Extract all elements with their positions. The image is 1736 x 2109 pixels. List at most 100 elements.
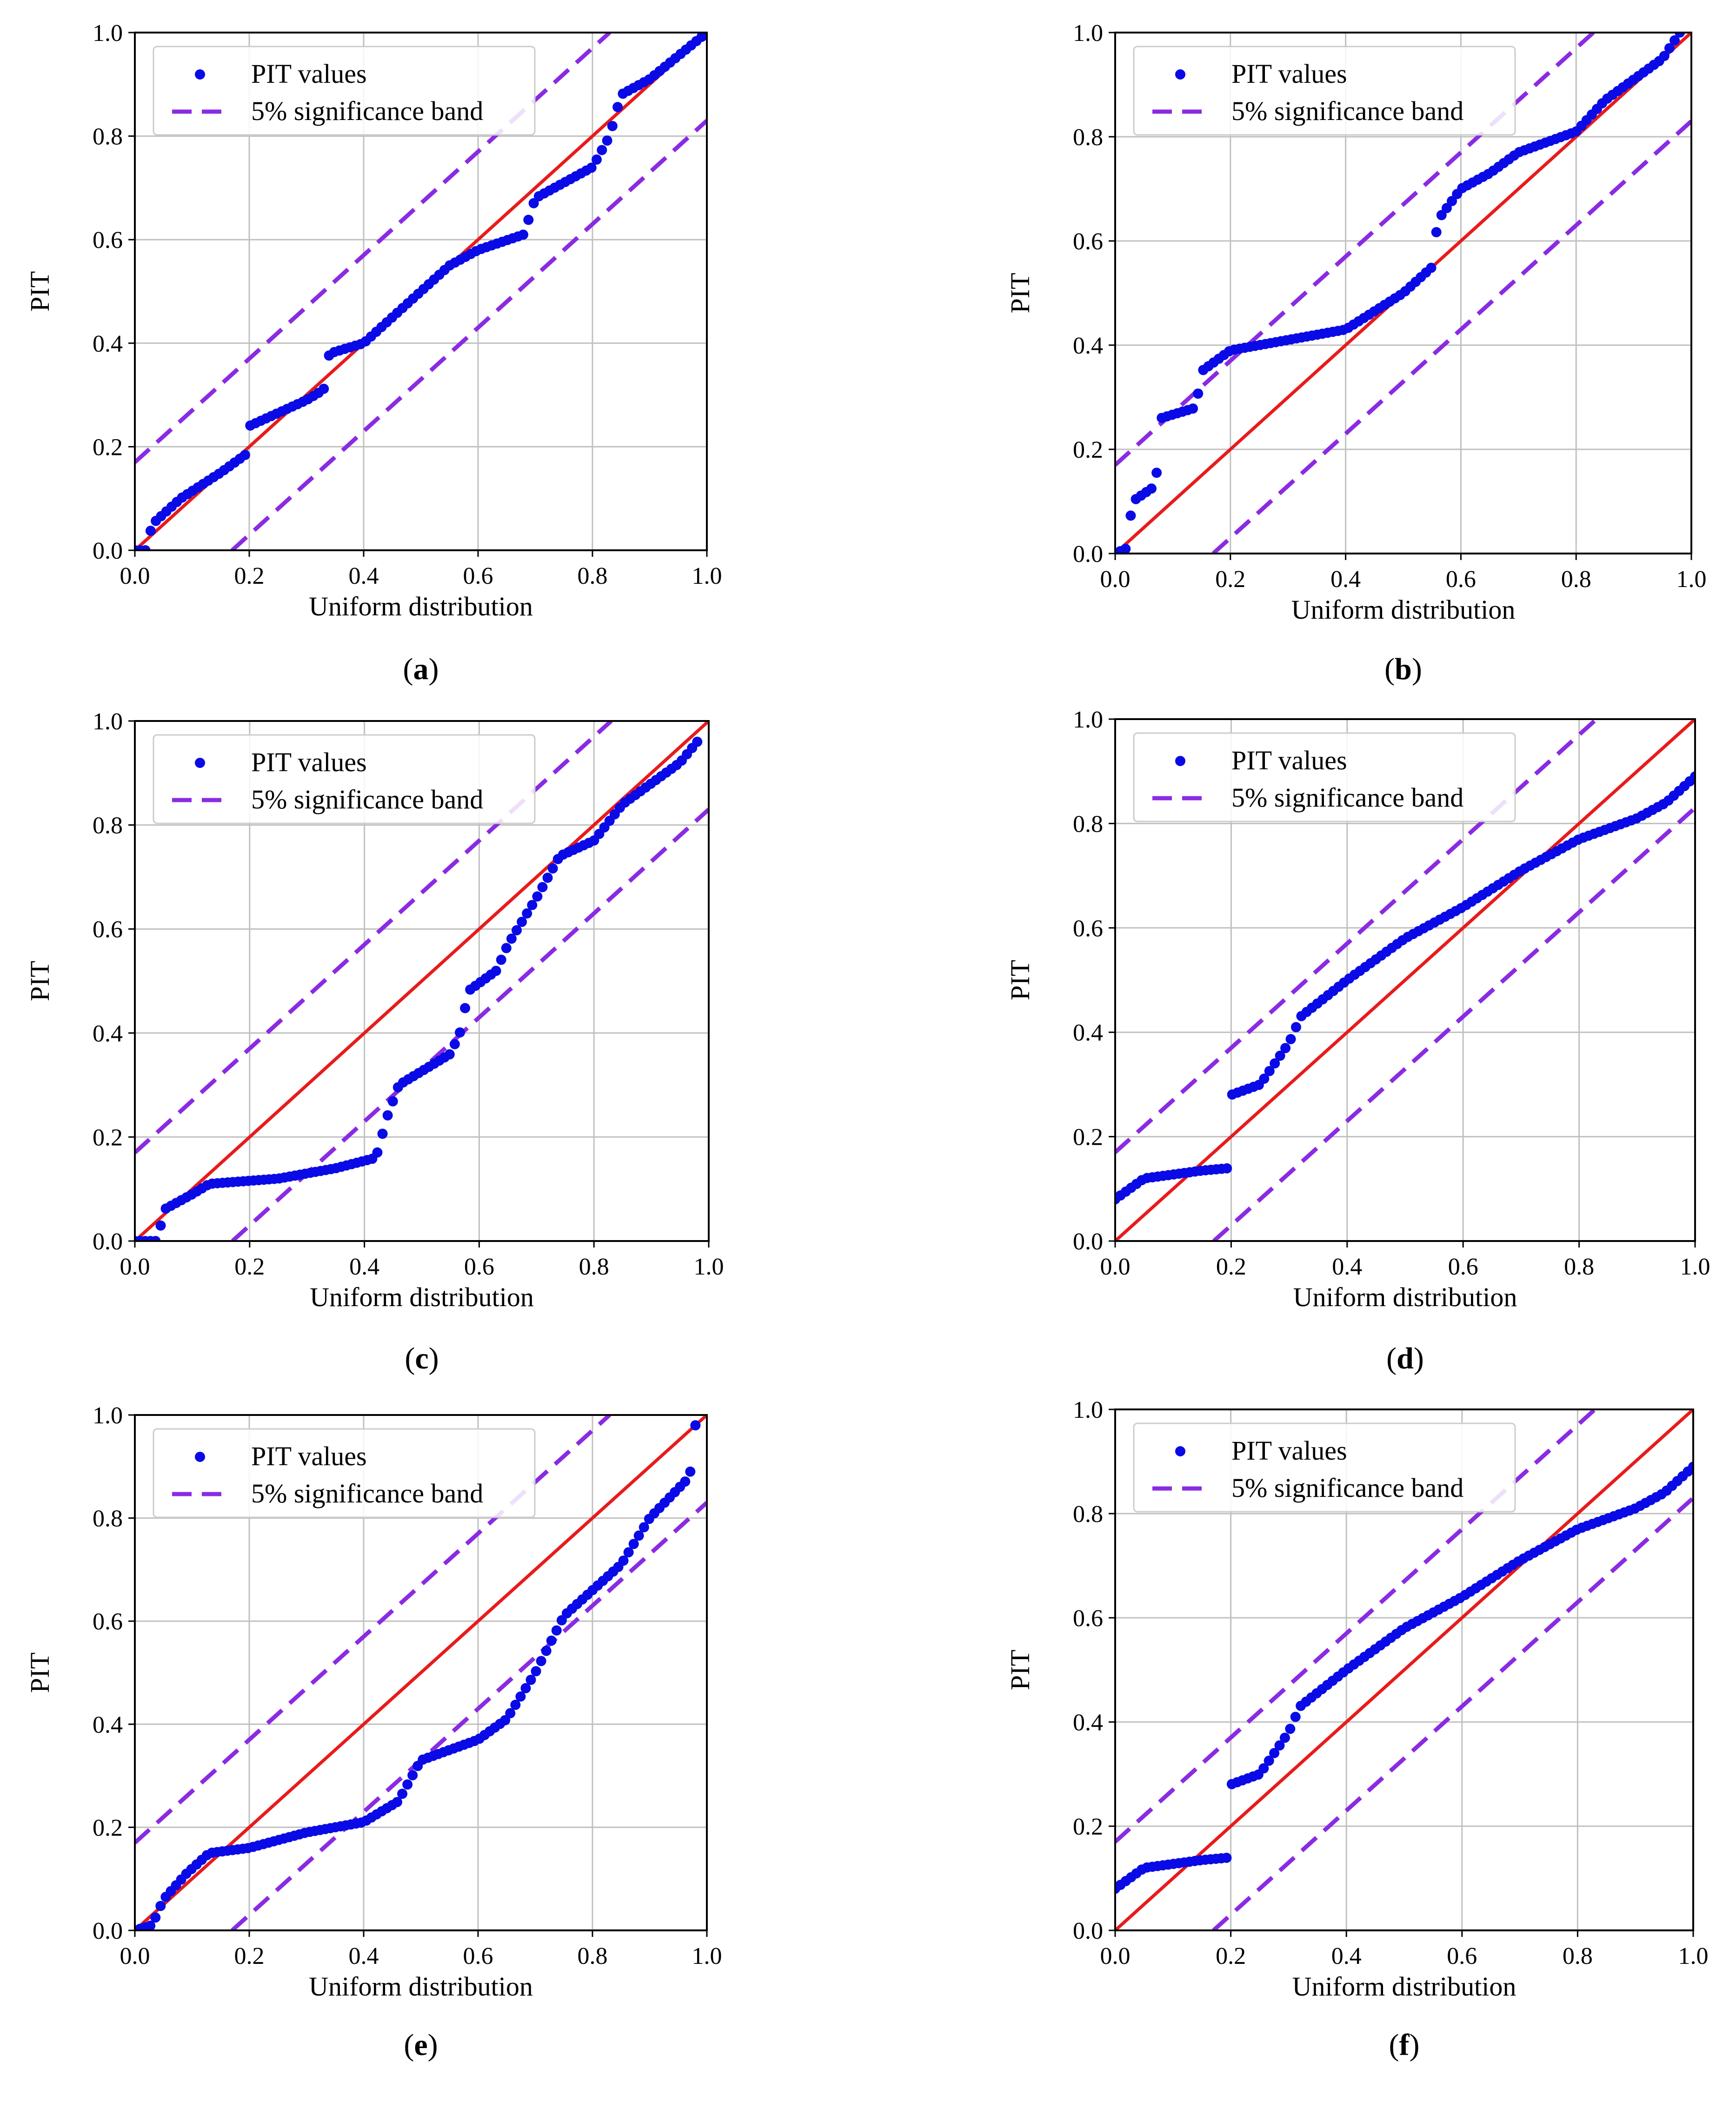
legend-label-points: PIT values	[251, 1441, 367, 1471]
pit-point	[518, 229, 529, 240]
pit-point	[377, 1128, 388, 1139]
y-tick-label: 1.0	[1073, 1397, 1103, 1423]
pit-point	[602, 135, 612, 146]
pit-point	[1688, 1462, 1693, 1472]
y-tick-label: 0.2	[1073, 1814, 1103, 1840]
pit-point	[612, 102, 623, 113]
panel-b: 0.0 0.2 0.4 0.6 0.8 1.0 0.0 0.2 0.4 0.6 0.8 1.0 PIT …	[1005, 20, 1707, 686]
pit-point	[1285, 1034, 1296, 1044]
pit-point	[639, 1522, 649, 1533]
pit-point	[150, 1236, 161, 1241]
pit-point	[145, 1921, 156, 1930]
x-tick-label: 0.0	[1100, 1254, 1131, 1280]
legend: PIT values 5% significance band	[1133, 1422, 1516, 1513]
upper-band-line	[135, 1415, 611, 1844]
legend-label-points: PIT values	[1231, 745, 1347, 775]
pit-point	[515, 1691, 526, 1702]
pit-point	[623, 1547, 634, 1558]
plot-frame	[1114, 32, 1692, 554]
y-tick-label: 1.0	[93, 708, 123, 735]
plot-frame	[1114, 718, 1696, 1242]
x-tick-label: 0.6	[1446, 566, 1476, 593]
pit-point	[1275, 1050, 1285, 1061]
upper-band-line	[1115, 719, 1598, 1154]
y-tick-label: 1.0	[93, 1402, 123, 1429]
pit-point	[633, 1530, 644, 1541]
pit-point	[387, 1096, 398, 1107]
panel-caption: (b)	[1384, 652, 1422, 686]
x-tick-label: 0.8	[1563, 1943, 1593, 1969]
x-axis-label: Uniform distribution	[1292, 1971, 1517, 2002]
pit-point	[618, 1555, 629, 1566]
x-tick-label: 0.4	[349, 1254, 379, 1280]
pit-point	[1221, 1853, 1232, 1863]
y-tick-label: 0.6	[1073, 915, 1103, 942]
pit-point	[523, 214, 534, 225]
x-tick-label: 0.4	[1332, 1254, 1362, 1280]
y-tick-label: 0.0	[93, 538, 123, 564]
y-axis-label: PIT	[25, 961, 55, 1001]
x-tick-label: 0.6	[1448, 1254, 1478, 1280]
reference-line	[1115, 1409, 1693, 1930]
legend: PIT values 5% significance band	[153, 734, 536, 824]
y-tick-label: 1.0	[1073, 707, 1103, 733]
y-tick-label: 0.8	[1073, 811, 1103, 837]
legend-box	[1133, 732, 1516, 822]
pit-points	[1115, 33, 1685, 554]
pit-point	[239, 450, 250, 461]
y-tick-label: 0.4	[1073, 1020, 1103, 1046]
x-tick-label: 1.0	[1676, 566, 1707, 593]
pit-point	[1675, 33, 1685, 38]
pit-point	[702, 33, 707, 38]
y-tick-label: 0.4	[93, 1021, 123, 1047]
pit-point	[319, 383, 329, 394]
y-axis-label: PIT	[1005, 1650, 1035, 1690]
pit-point	[449, 1039, 460, 1049]
pit-point	[1188, 403, 1198, 414]
x-tick-label: 0.0	[1100, 1943, 1131, 1969]
x-tick-label: 0.8	[578, 1943, 608, 1969]
pit-point	[1659, 51, 1669, 61]
pit-point	[1125, 510, 1136, 521]
legend-marker-points	[1175, 69, 1185, 80]
pit-point	[690, 1420, 701, 1431]
pit-point	[1426, 262, 1437, 273]
pit-point	[454, 1027, 465, 1038]
pit-point	[145, 526, 156, 536]
legend-label-band: 5% significance band	[251, 784, 483, 814]
legend-box	[153, 734, 536, 824]
y-tick-label: 0.2	[93, 434, 123, 461]
legend-label-points: PIT values	[1231, 1435, 1347, 1466]
y-axis-label: PIT	[1005, 960, 1035, 1001]
pit-point	[491, 966, 501, 976]
pit-point	[546, 1635, 557, 1646]
pit-point	[536, 1655, 546, 1666]
y-tick-label: 0.8	[1073, 1501, 1103, 1528]
y-tick-label: 0.4	[93, 331, 123, 357]
panel-caption: (a)	[403, 652, 439, 686]
pit-point	[1120, 543, 1131, 554]
reference-line	[1115, 719, 1695, 1241]
pit-point	[372, 1147, 383, 1158]
panel-c: 0.0 0.2 0.4 0.6 0.8 1.0 0.0 0.2 0.4 0.6 0.8 1.0 PIT …	[25, 708, 724, 1375]
pit-point	[506, 934, 517, 944]
panel-caption: (e)	[404, 2028, 438, 2062]
y-tick-label: 0.8	[1073, 124, 1103, 151]
panel-f: 0.0 0.2 0.4 0.6 0.8 1.0 0.0 0.2 0.4 0.6 0.8 1.0 PIT …	[1005, 1397, 1709, 2062]
pit-point	[1690, 771, 1695, 782]
x-axis-label: Uniform distribution	[309, 591, 533, 621]
pit-point	[547, 863, 558, 874]
pit-point	[520, 1683, 531, 1694]
pit-point	[531, 1666, 541, 1676]
pit-point	[527, 900, 538, 910]
panel-a: 0.0 0.2 0.4 0.6 0.8 1.0 0.0 0.2 0.4 0.6 0.8 1.0 PIT …	[25, 20, 722, 686]
pit-point	[1664, 43, 1675, 53]
pit-point	[1285, 1723, 1296, 1734]
legend-marker-points	[195, 1452, 205, 1462]
legend: PIT values 5% significance band	[1133, 46, 1516, 136]
panel-caption: (f)	[1389, 2028, 1420, 2062]
pit-point	[496, 954, 506, 965]
legend-marker-points	[1175, 756, 1185, 766]
pit-point	[1431, 227, 1442, 238]
